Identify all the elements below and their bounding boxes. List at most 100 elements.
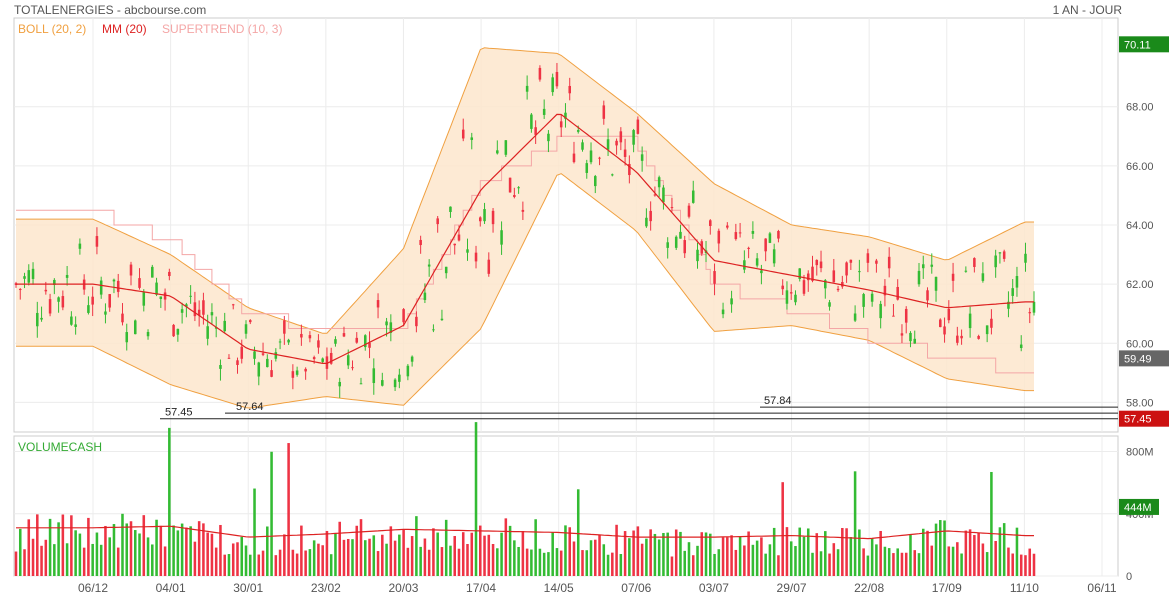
candle-body (23, 276, 26, 279)
volume-bar (819, 551, 823, 576)
candle-body (159, 296, 163, 299)
candle-body (65, 274, 69, 278)
candle-body (662, 187, 665, 203)
volume-bar (900, 552, 904, 576)
volume-bar (466, 543, 469, 576)
candle-body (836, 288, 840, 291)
candle-body (163, 292, 167, 300)
candle-body (764, 238, 767, 252)
volume-bar (317, 543, 320, 576)
candle-body (551, 77, 554, 93)
volume-bar (227, 554, 231, 576)
volume-bar (896, 548, 899, 576)
volume-bar (815, 533, 819, 576)
candle-body (564, 112, 567, 119)
volume-bar (355, 525, 359, 576)
volume-bar (981, 543, 985, 576)
candle-body (849, 259, 853, 263)
volume-bar (747, 531, 750, 576)
volume-bar (943, 520, 946, 576)
volume-bar (172, 525, 175, 576)
candle-body (508, 177, 512, 193)
volume-bar (525, 548, 529, 576)
volume-bar (283, 534, 286, 576)
volume-bar (270, 451, 273, 576)
volume-bar (372, 535, 376, 576)
candle-body (568, 85, 571, 94)
volume-badge-bg (1119, 498, 1159, 515)
volume-bar (121, 513, 124, 576)
volume-bar (504, 518, 508, 576)
volume-bar (48, 518, 52, 576)
volume-bar (934, 523, 938, 576)
candle-body (619, 131, 623, 143)
volume-bar (487, 534, 491, 576)
volume-bar (811, 552, 814, 576)
candle-body (261, 353, 265, 355)
volume-bar (542, 552, 546, 576)
volume-bar (65, 543, 69, 576)
volume-bar (1011, 553, 1014, 576)
candle-body (760, 270, 763, 274)
candle-body (257, 362, 261, 377)
candle-body (470, 137, 474, 140)
volume-bar (176, 530, 180, 576)
volume-bar (849, 537, 853, 576)
volume-bar (308, 549, 312, 576)
volume-bar (985, 552, 989, 576)
candle-body (628, 163, 631, 176)
volume-bar (385, 543, 388, 576)
volume-bar (146, 537, 150, 576)
volume-bar (564, 525, 567, 576)
bollinger-lower-line (16, 173, 1034, 409)
candle-body (691, 190, 695, 203)
candle-body (133, 320, 137, 335)
candle-body (743, 260, 746, 270)
moving-average-line (16, 113, 1034, 364)
volume-bar (721, 537, 725, 576)
volume-bar (836, 549, 840, 576)
candle-body (589, 150, 593, 163)
candle-body (674, 236, 678, 248)
volume-bar (53, 544, 56, 576)
volume-bar (231, 543, 235, 576)
volume-bar (500, 532, 503, 576)
volume-bar (244, 545, 248, 576)
candle-body (18, 289, 22, 291)
volume-bar (781, 482, 784, 576)
candle-body (917, 270, 921, 285)
candle-body (57, 297, 60, 302)
candle-body (432, 329, 435, 331)
volume-bar (666, 532, 669, 576)
volume-bar (423, 538, 427, 576)
candle-body (104, 311, 107, 315)
volume-bar (210, 533, 214, 576)
candle-body (206, 326, 209, 339)
candle-body (449, 206, 452, 212)
candle-body (40, 317, 43, 320)
volume-bar (393, 540, 397, 576)
volume-bar (709, 533, 712, 576)
candle-body (696, 249, 699, 262)
candle-body (824, 280, 827, 289)
volume-bar (444, 519, 448, 576)
candle-body (151, 266, 154, 278)
volume-bar (615, 524, 618, 576)
candle-body (968, 313, 972, 329)
volume-bar (594, 539, 597, 576)
volume-bar (513, 540, 516, 576)
volume-bar (479, 525, 482, 576)
support-57-45-label: 57.45 (165, 407, 193, 419)
candle-body (828, 302, 831, 307)
volume-bar (734, 549, 738, 576)
candle-body (606, 139, 610, 150)
candle-body (283, 320, 286, 334)
volume-bar (129, 521, 133, 576)
candle-body (398, 374, 401, 382)
volume-bar (568, 527, 571, 576)
candle-body (355, 337, 359, 343)
volume-bar (657, 539, 661, 576)
legend-supertrend: SUPERTREND (10, 3) (162, 22, 283, 36)
